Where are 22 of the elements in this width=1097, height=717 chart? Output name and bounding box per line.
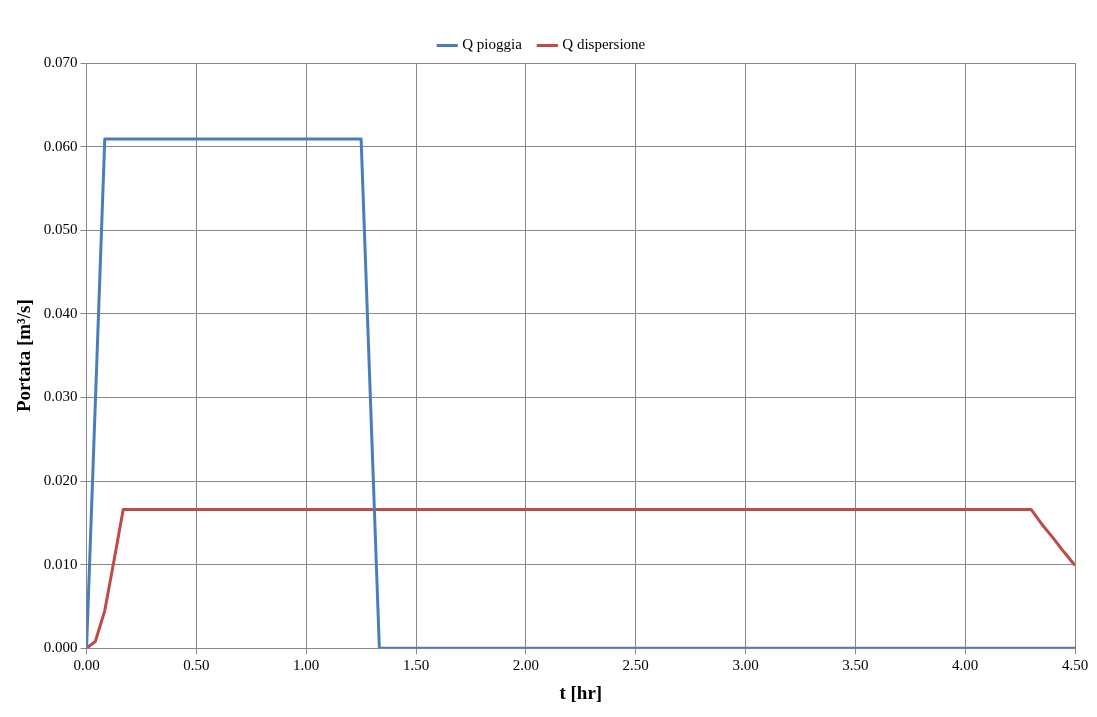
x-tick-label: 3.50: [842, 657, 869, 674]
y-tick-label: 0.010: [43, 555, 78, 572]
x-tick-label: 2.50: [622, 657, 649, 674]
y-axis-title: Portata [m³/s]: [13, 299, 35, 412]
x-tick-label: 0.50: [183, 657, 210, 674]
x-tick-label: 4.50: [1061, 657, 1089, 674]
y-tick-label: 0.030: [43, 388, 78, 405]
y-tick-label: 0.050: [43, 221, 78, 238]
legend-label: Q dispersione: [562, 36, 646, 53]
x-tick-label: 1.00: [293, 657, 320, 674]
x-tick-label: 0.00: [73, 657, 100, 674]
y-tick-label: 0.060: [43, 137, 78, 154]
x-tick-label: 3.00: [732, 657, 759, 674]
x-axis-title: t [hr]: [559, 681, 603, 703]
y-tick-label: 0.040: [43, 304, 78, 321]
y-tick-label: 0.070: [43, 53, 78, 70]
legend-label: Q pioggia: [462, 36, 523, 53]
x-tick-label: 1.50: [402, 657, 430, 674]
x-tick-label: 2.00: [512, 657, 539, 674]
x-tick-label: 4.00: [952, 657, 979, 674]
y-tick-label: 0.020: [43, 471, 78, 488]
y-tick-label: 0.000: [43, 639, 78, 656]
